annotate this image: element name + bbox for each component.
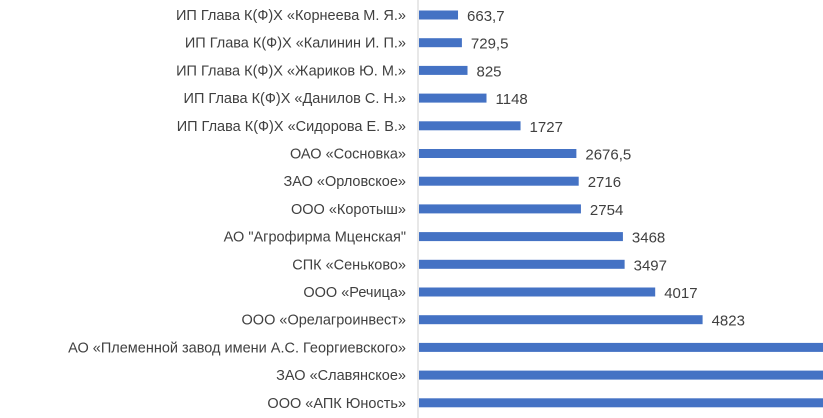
category-label: АО «Племенной завод имени А.С. Георгиевс… — [68, 340, 406, 356]
bar — [419, 370, 823, 380]
bar — [419, 398, 823, 408]
data-label: 825 — [477, 63, 502, 80]
category-label: ИП Глава К(Ф)Х «Сидорова Е. В.» — [177, 119, 406, 135]
category-label: ООО «Коротыш» — [291, 202, 406, 218]
category-label: ЗАО «Славянское» — [276, 368, 406, 384]
category-label: ИП Глава К(Ф)Х «Калинин И. П.» — [185, 36, 406, 52]
data-label: 2716 — [588, 174, 621, 191]
category-label: ОАО «Сосновка» — [290, 147, 406, 163]
data-label: 3497 — [634, 257, 667, 274]
bar — [419, 149, 577, 158]
data-label: 3468 — [632, 230, 665, 247]
bar — [419, 176, 579, 186]
bar — [419, 93, 487, 103]
data-label: 663,7 — [467, 8, 505, 25]
category-label: АО "Агрофирма Мценская" — [224, 230, 406, 246]
data-label: 4017 — [664, 285, 697, 302]
bar — [419, 204, 581, 214]
data-label: 1148 — [496, 91, 528, 108]
bar — [419, 259, 625, 269]
category-label: ООО «АПК Юность» — [267, 396, 406, 412]
bar — [419, 121, 521, 131]
data-label: 1727 — [530, 119, 563, 136]
bar — [419, 38, 462, 48]
bar — [419, 342, 823, 352]
data-label: 2754 — [590, 202, 623, 219]
category-label: ИП Глава К(Ф)Х «Корнеева М. Я.» — [176, 8, 406, 24]
category-labels: ИП Глава К(Ф)Х «Корнеева М. Я.» ИП Глава … — [68, 8, 406, 412]
data-label: 2676,5 — [585, 147, 631, 164]
category-label: ИП Глава К(Ф)Х «Данилов С. Н.» — [184, 91, 406, 107]
bar — [419, 65, 468, 75]
category-label: СПК «Сеньково» — [292, 257, 406, 273]
bar — [419, 232, 623, 242]
category-label: ООО «Речица» — [303, 285, 406, 301]
data-label: 729,5 — [471, 36, 509, 53]
category-label: ЗАО «Орловское» — [283, 174, 406, 190]
bar — [419, 315, 703, 325]
category-label: ИП Глава К(Ф)Х «Жариков Ю. М.» — [176, 63, 406, 79]
bar — [419, 10, 459, 20]
bars — [419, 10, 823, 408]
data-label: 4823 — [712, 313, 745, 330]
bar — [419, 287, 656, 297]
category-label: ООО «Орелагроинвест» — [242, 313, 406, 329]
